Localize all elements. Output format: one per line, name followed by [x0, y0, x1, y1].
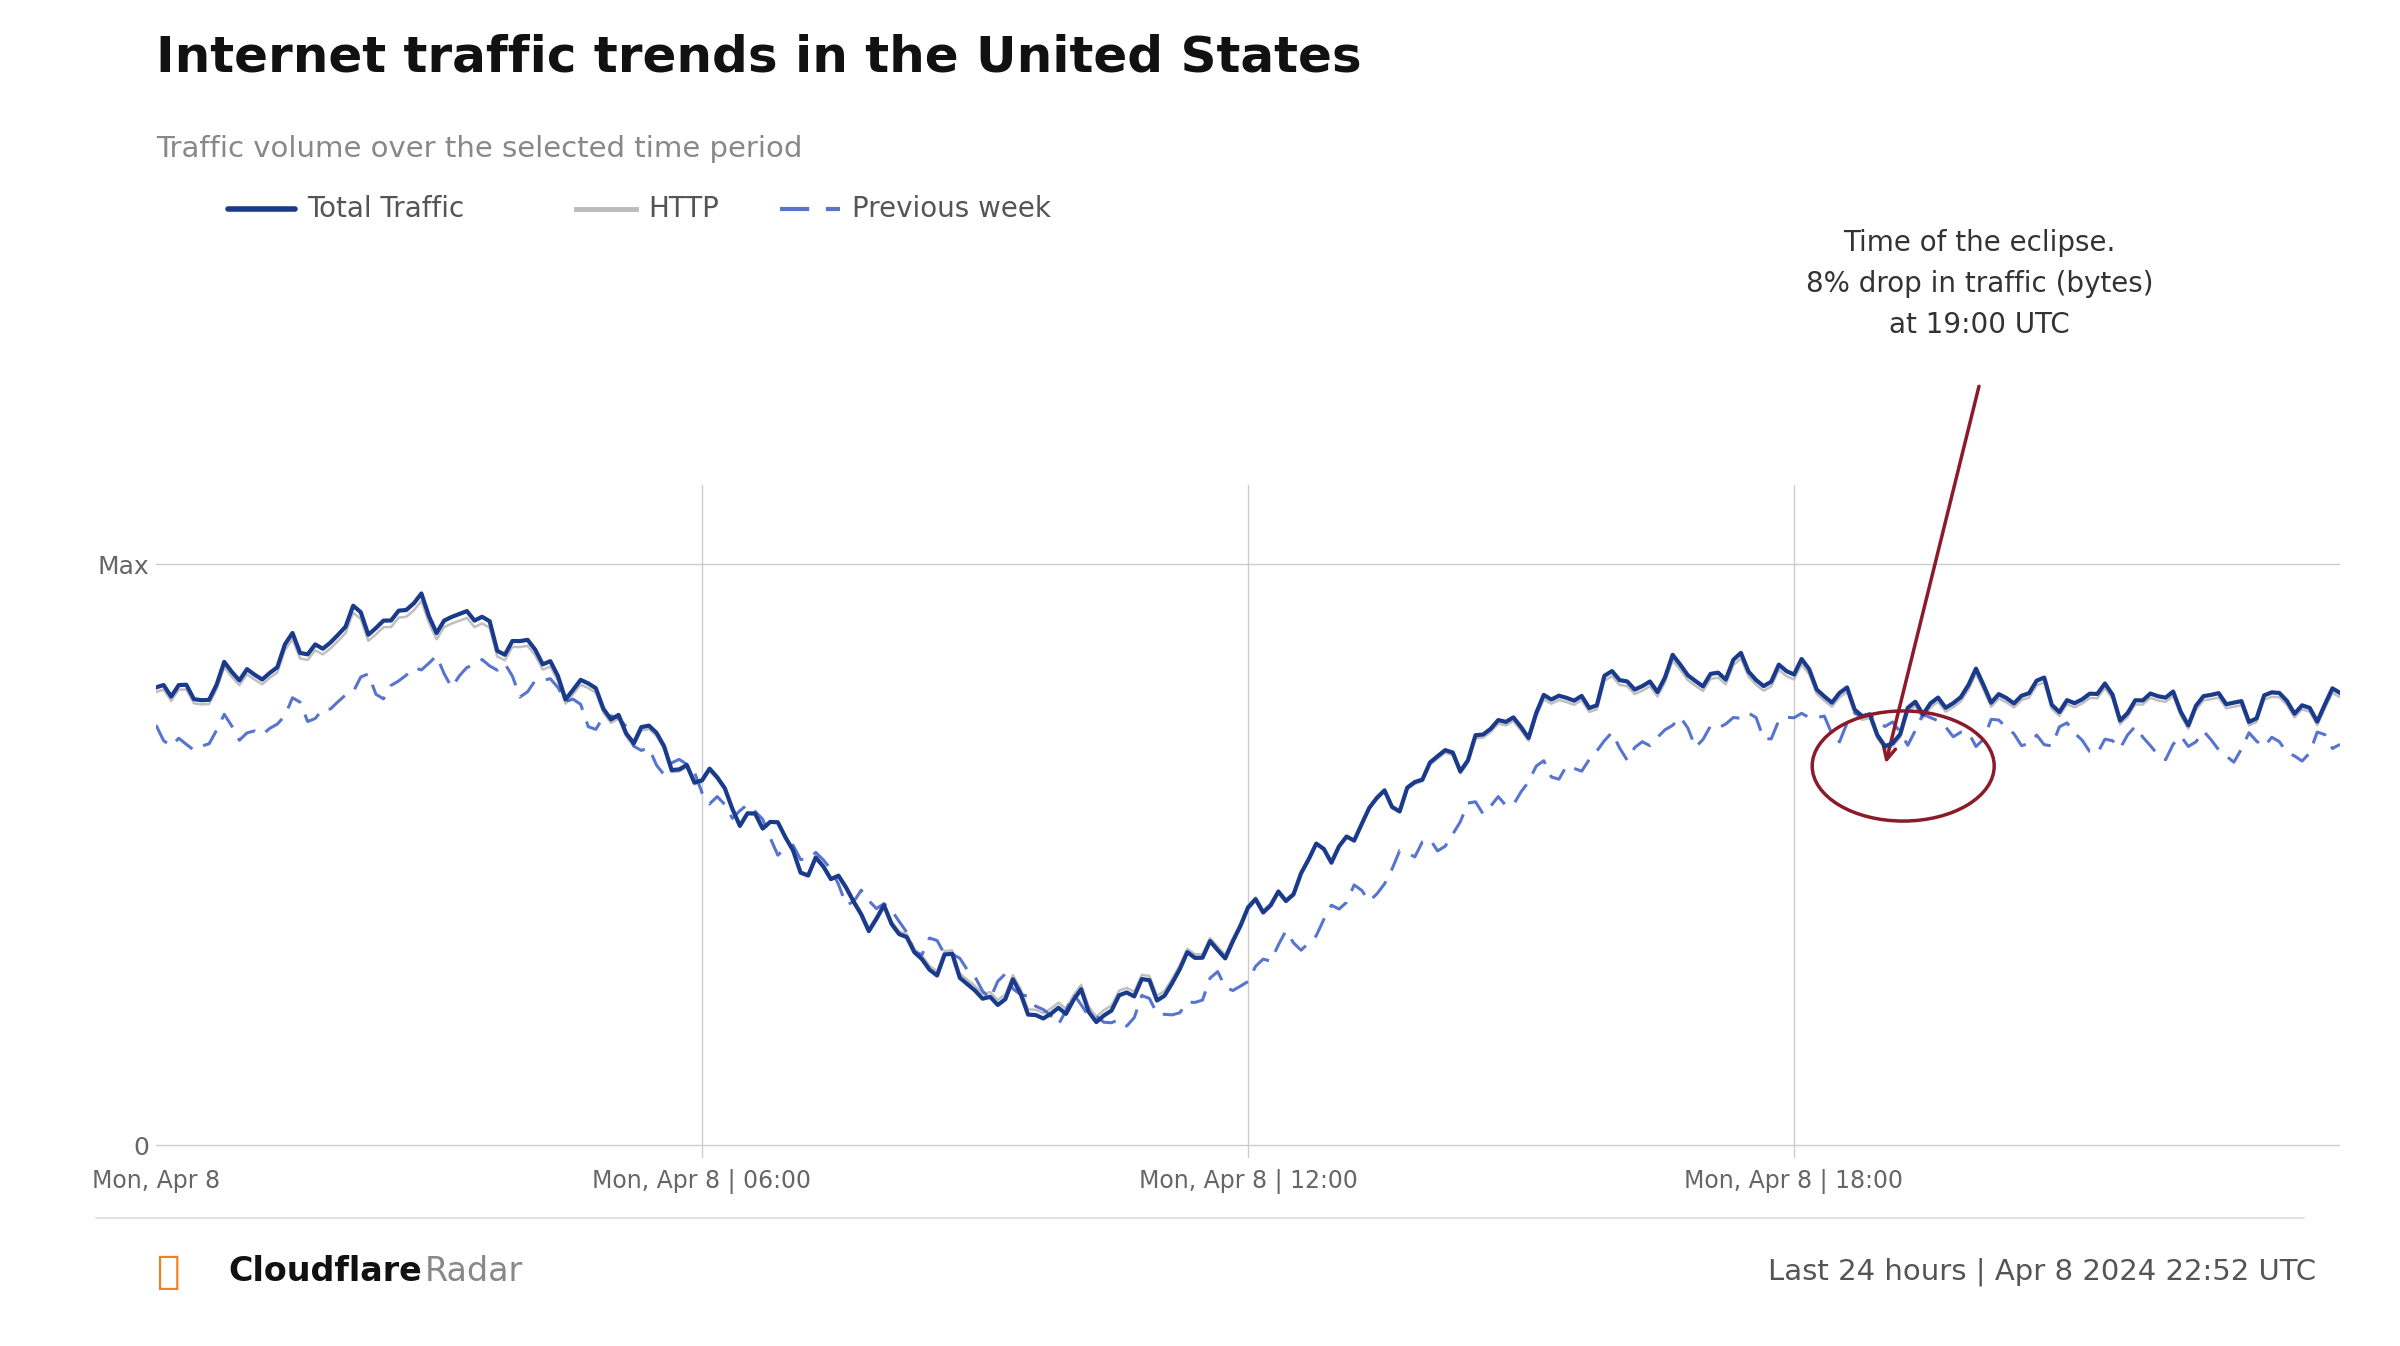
- Total Traffic: [475, 614, 504, 630]
- Text: ⛅: ⛅: [156, 1253, 180, 1291]
- Previous week: [163, 730, 192, 746]
- HTTP: [2326, 689, 2354, 705]
- Line: Previous week: Previous week: [156, 656, 2340, 1026]
- Line: HTTP: HTTP: [156, 600, 2340, 1016]
- Line: Total Traffic: Total Traffic: [156, 594, 2340, 1022]
- Total Traffic: [1879, 735, 1908, 751]
- Total Traffic: [142, 680, 170, 696]
- Total Traffic: [2326, 685, 2354, 701]
- Total Traffic: [1219, 933, 1248, 949]
- HTTP: [163, 681, 192, 697]
- Text: Previous week: Previous week: [852, 195, 1051, 222]
- Text: Total Traffic: Total Traffic: [307, 195, 466, 222]
- Previous week: [876, 902, 905, 918]
- HTTP: [142, 684, 170, 700]
- Previous week: [142, 717, 170, 734]
- HTTP: [240, 672, 269, 688]
- Total Traffic: [1082, 1014, 1111, 1030]
- Text: Cloudflare: Cloudflare: [228, 1256, 422, 1288]
- Previous week: [1111, 1018, 1140, 1034]
- HTTP: [1082, 1008, 1111, 1024]
- Text: Internet traffic trends in the United States: Internet traffic trends in the United St…: [156, 34, 1361, 82]
- HTTP: [1879, 738, 1908, 754]
- Text: Time of the eclipse.
8% drop in traffic (bytes)
at 19:00 UTC: Time of the eclipse. 8% drop in traffic …: [1805, 229, 2153, 339]
- Total Traffic: [163, 677, 192, 693]
- Total Traffic: [408, 586, 437, 602]
- Total Traffic: [876, 917, 905, 933]
- Previous week: [475, 658, 504, 674]
- Total Traffic: [240, 666, 269, 682]
- Previous week: [2326, 736, 2354, 752]
- Previous week: [1219, 983, 1248, 999]
- Previous week: [422, 647, 451, 664]
- Text: HTTP: HTTP: [648, 195, 720, 222]
- Previous week: [240, 723, 269, 739]
- HTTP: [1219, 930, 1248, 946]
- Previous week: [1879, 713, 1908, 730]
- HTTP: [475, 619, 504, 635]
- HTTP: [408, 592, 437, 608]
- HTTP: [876, 914, 905, 930]
- Text: Last 24 hours | Apr 8 2024 22:52 UTC: Last 24 hours | Apr 8 2024 22:52 UTC: [1769, 1257, 2316, 1287]
- Text: Traffic volume over the selected time period: Traffic volume over the selected time pe…: [156, 135, 802, 163]
- Text: Radar: Radar: [425, 1256, 523, 1288]
